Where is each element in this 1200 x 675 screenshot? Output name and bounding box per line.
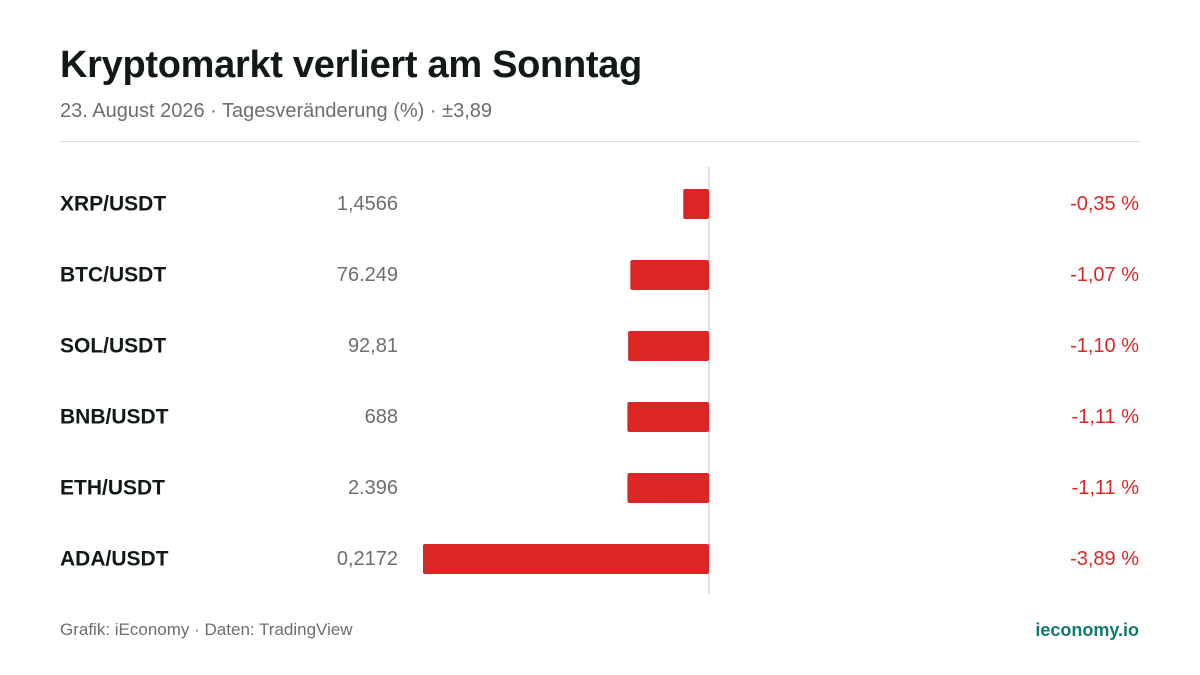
chart-title: Kryptomarkt verliert am Sonntag xyxy=(60,44,642,86)
header-divider xyxy=(60,141,1140,142)
bar xyxy=(627,402,709,432)
value-label: -1,10 % xyxy=(1070,335,1139,357)
category-label: XRP/USDT xyxy=(60,193,166,216)
bar xyxy=(627,473,709,503)
value-label: -1,07 % xyxy=(1070,264,1139,286)
bar xyxy=(630,260,709,290)
category-label: BTC/USDT xyxy=(60,264,166,287)
price-label: 92,81 xyxy=(348,335,398,357)
category-label: BNB/USDT xyxy=(60,406,169,429)
bar xyxy=(628,331,709,361)
value-label: -3,89 % xyxy=(1070,548,1139,570)
category-label: ADA/USDT xyxy=(60,548,169,571)
site-name: ieconomy.io xyxy=(1035,620,1139,640)
value-label: -1,11 % xyxy=(1072,406,1140,428)
price-label: 2.396 xyxy=(348,477,398,499)
price-label: 76.249 xyxy=(337,264,398,286)
category-label: SOL/USDT xyxy=(60,335,166,358)
price-label: 1,4566 xyxy=(337,193,398,215)
bar xyxy=(423,544,709,574)
source-credit: Grafik: iEconomy · Daten: TradingView xyxy=(60,620,353,639)
value-label: -1,11 % xyxy=(1072,477,1140,499)
price-label: 0,2172 xyxy=(337,548,398,570)
chart-subtitle: 23. August 2026 · Tagesveränderung (%) ·… xyxy=(60,100,492,122)
value-label: -0,35 % xyxy=(1070,193,1139,215)
category-label: ETH/USDT xyxy=(60,477,165,500)
price-label: 688 xyxy=(365,406,398,428)
bar xyxy=(683,189,709,219)
